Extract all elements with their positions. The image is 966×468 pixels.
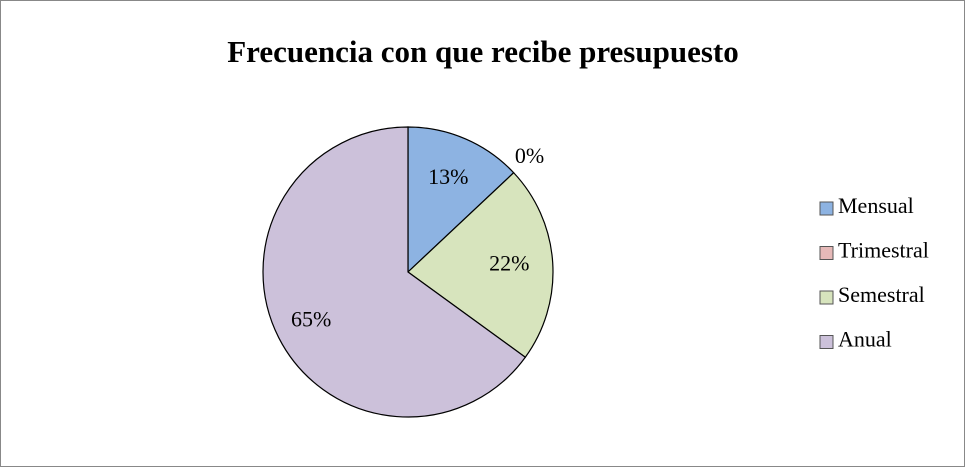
pie-slice <box>407 126 515 274</box>
data-label: 13% <box>428 164 468 189</box>
legend-swatch <box>819 246 834 260</box>
pie-slice <box>407 171 554 359</box>
chart-title: Frecuencia con que recibe presupuesto <box>227 34 738 69</box>
legend-swatch <box>819 290 834 305</box>
legend-label: Trimestral <box>838 238 929 263</box>
legend-label: Anual <box>838 327 892 352</box>
pie-slice <box>262 126 527 418</box>
legend-swatch <box>819 201 834 216</box>
legend-label: Mensual <box>838 193 914 218</box>
legend-swatch <box>819 335 834 349</box>
data-label: 65% <box>291 306 331 331</box>
data-label: 0% <box>515 143 544 168</box>
data-label: 22% <box>489 251 529 276</box>
legend-label: Semestral <box>838 282 925 307</box>
